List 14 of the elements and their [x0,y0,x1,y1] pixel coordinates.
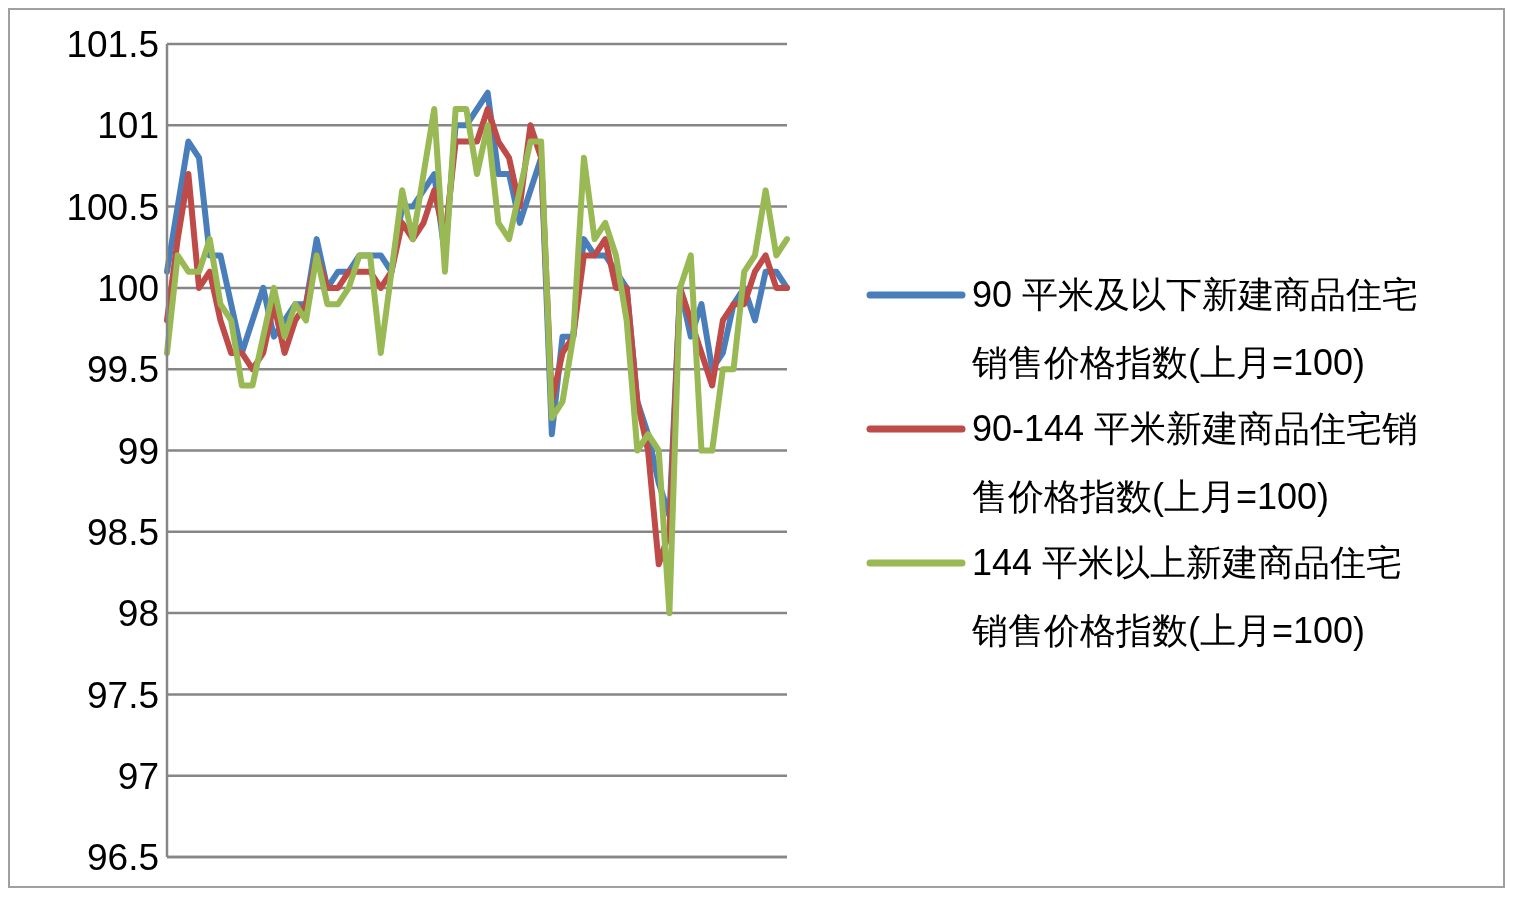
y-tick-label: 97.5 [86,674,159,716]
y-tick-label: 98 [117,593,159,635]
y-tick-label: 99 [117,430,159,472]
legend-label: 90-144 平米新建商品住宅销售价格指数(上月=100) [972,407,1420,519]
legend-label: 90 平米及以下新建商品住宅销售价格指数(上月=100) [972,273,1420,385]
y-tick-label: 99.5 [86,349,159,391]
y-tick-label: 100.5 [66,186,159,228]
y-tick-label: 101 [97,105,159,147]
y-tick-label: 98.5 [86,511,159,553]
y-tick-label: 100 [97,268,159,310]
legend-label: 144 平米以上新建商品住宅销售价格指数(上月=100) [972,541,1404,653]
y-tick-label: 96.5 [86,837,159,879]
y-tick-label: 97 [117,755,159,797]
y-tick-label: 101.5 [66,24,159,66]
